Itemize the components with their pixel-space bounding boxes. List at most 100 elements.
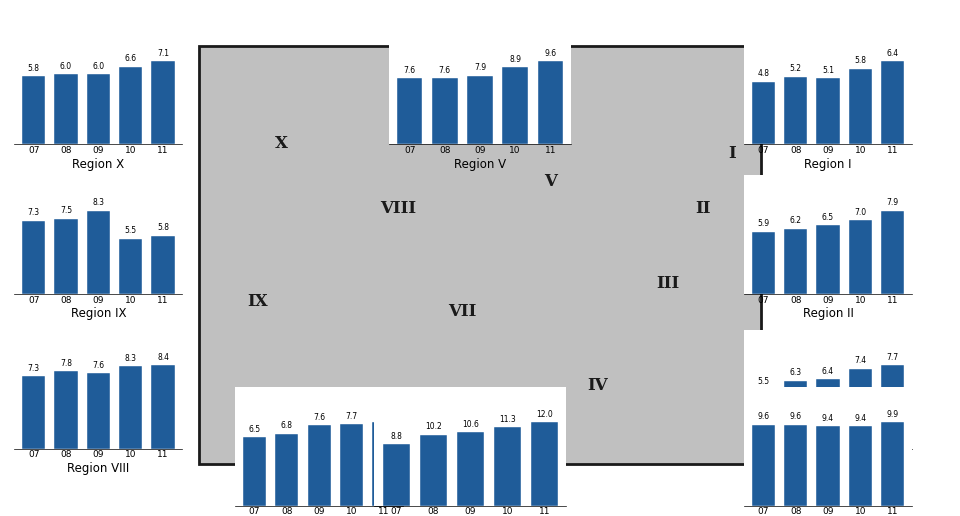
- Text: 6.6: 6.6: [125, 55, 137, 63]
- Text: 7.4: 7.4: [854, 356, 867, 365]
- Bar: [752, 232, 775, 294]
- Bar: [86, 211, 110, 294]
- Text: VI: VI: [435, 405, 455, 422]
- Text: 6.5: 6.5: [822, 213, 834, 222]
- Text: 7.1: 7.1: [157, 49, 169, 58]
- Text: 7.5: 7.5: [60, 206, 72, 215]
- Text: 7.6: 7.6: [313, 413, 325, 422]
- Bar: [397, 78, 422, 144]
- Text: 6.4: 6.4: [887, 49, 899, 58]
- Bar: [816, 426, 840, 506]
- Text: 9.6: 9.6: [757, 412, 769, 421]
- Bar: [22, 221, 45, 294]
- Text: 7.6: 7.6: [92, 361, 105, 370]
- Text: 7.7: 7.7: [346, 412, 358, 421]
- Text: 6.0: 6.0: [60, 61, 72, 71]
- X-axis label: Region II: Region II: [803, 308, 853, 320]
- Bar: [22, 76, 45, 144]
- X-axis label: Region X: Region X: [72, 158, 125, 171]
- Bar: [340, 424, 363, 506]
- Text: 8.8: 8.8: [391, 432, 402, 441]
- Bar: [372, 422, 396, 506]
- X-axis label: Region III: Region III: [801, 462, 855, 475]
- Bar: [119, 67, 142, 144]
- Text: VIII: VIII: [380, 201, 416, 217]
- Text: III: III: [656, 275, 679, 292]
- Bar: [784, 76, 807, 144]
- X-axis label: Region V: Region V: [454, 158, 506, 171]
- Bar: [849, 69, 872, 144]
- Bar: [752, 82, 775, 144]
- Text: 7.3: 7.3: [28, 364, 39, 373]
- Bar: [881, 61, 904, 144]
- Bar: [881, 422, 904, 506]
- Text: 11.3: 11.3: [499, 415, 516, 424]
- Text: 5.9: 5.9: [757, 219, 769, 229]
- Bar: [531, 422, 558, 506]
- Text: IX: IX: [247, 294, 268, 310]
- Text: 9.4: 9.4: [822, 414, 834, 423]
- Bar: [86, 74, 110, 144]
- Bar: [849, 220, 872, 294]
- Bar: [420, 434, 446, 506]
- Bar: [494, 427, 520, 506]
- Bar: [307, 425, 331, 506]
- Text: 7.6: 7.6: [439, 66, 451, 75]
- Text: 6.5: 6.5: [249, 425, 260, 433]
- Text: 5.1: 5.1: [822, 66, 834, 74]
- Bar: [243, 437, 266, 506]
- Bar: [538, 61, 563, 144]
- Text: 5.8: 5.8: [28, 64, 39, 73]
- Bar: [816, 379, 840, 449]
- Text: 9.9: 9.9: [887, 410, 899, 419]
- Bar: [502, 67, 528, 144]
- Bar: [383, 444, 410, 506]
- Text: II: II: [695, 201, 710, 217]
- Bar: [816, 78, 840, 144]
- Bar: [784, 425, 807, 506]
- Text: 8.9: 8.9: [509, 55, 521, 63]
- Bar: [152, 365, 175, 449]
- Bar: [55, 74, 78, 144]
- Text: 5.2: 5.2: [790, 64, 802, 73]
- Bar: [849, 426, 872, 506]
- Bar: [55, 219, 78, 294]
- Bar: [752, 425, 775, 506]
- Text: 7.9: 7.9: [887, 198, 899, 207]
- Text: 6.0: 6.0: [92, 61, 105, 71]
- Text: 7.0: 7.0: [854, 208, 867, 217]
- Bar: [152, 236, 175, 294]
- Text: 10.6: 10.6: [462, 420, 479, 428]
- Bar: [22, 376, 45, 449]
- Text: 5.8: 5.8: [854, 56, 866, 66]
- Bar: [468, 76, 492, 144]
- Bar: [784, 229, 807, 294]
- Bar: [752, 389, 775, 449]
- X-axis label: Region I: Region I: [804, 158, 852, 171]
- Text: 7.7: 7.7: [887, 353, 899, 362]
- Text: 8.3: 8.3: [92, 198, 105, 207]
- Text: 9.6: 9.6: [789, 412, 802, 421]
- Text: V: V: [543, 173, 557, 189]
- Text: 9.4: 9.4: [854, 414, 867, 423]
- Bar: [432, 78, 458, 144]
- Text: IV: IV: [587, 377, 608, 394]
- Text: 12.0: 12.0: [536, 410, 553, 419]
- Text: 8.4: 8.4: [157, 353, 169, 362]
- Text: 7.3: 7.3: [28, 208, 39, 217]
- Text: 4.8: 4.8: [757, 70, 769, 78]
- Text: 6.8: 6.8: [281, 422, 293, 430]
- Text: 8.3: 8.3: [125, 354, 136, 363]
- X-axis label: Region IX: Region IX: [71, 308, 126, 320]
- Text: 10.2: 10.2: [425, 422, 442, 431]
- X-axis label: Region VIII: Region VIII: [67, 462, 130, 475]
- Bar: [276, 434, 299, 506]
- Bar: [86, 373, 110, 449]
- Bar: [881, 365, 904, 449]
- Text: I: I: [728, 145, 735, 162]
- Text: VII: VII: [448, 303, 476, 319]
- Text: 7.9: 7.9: [378, 410, 390, 419]
- Bar: [119, 366, 142, 449]
- Text: 5.5: 5.5: [757, 377, 769, 386]
- Text: X: X: [275, 136, 287, 152]
